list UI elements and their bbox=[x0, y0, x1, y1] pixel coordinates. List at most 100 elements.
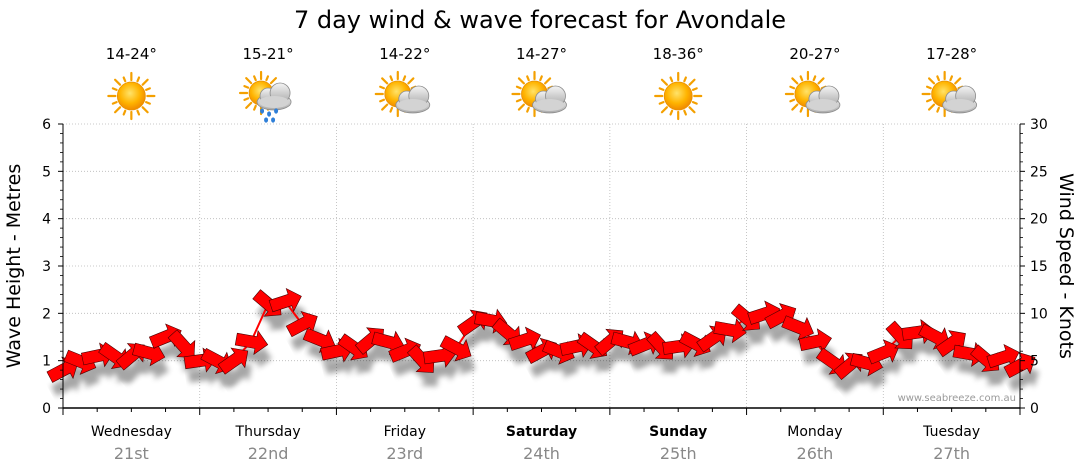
sun-ray bbox=[243, 97, 250, 101]
right-ticks: 0 5 10 15 20 25 30 bbox=[1020, 117, 1048, 417]
rain-drop bbox=[260, 108, 265, 114]
sun-ray bbox=[407, 77, 415, 85]
sun-ray bbox=[526, 75, 530, 82]
sun-ray bbox=[145, 87, 151, 91]
day-date-label: 21st bbox=[114, 444, 149, 463]
chart-title: 7 day wind & wave forecast for Avondale bbox=[294, 6, 786, 34]
sun-ray bbox=[253, 104, 257, 111]
cloud-shape bbox=[805, 85, 841, 114]
left-tick-label: 2 bbox=[42, 306, 51, 322]
wind-arrow bbox=[217, 347, 249, 375]
day-name-label: Saturday bbox=[506, 424, 577, 440]
cloud-fill bbox=[807, 99, 838, 111]
sun-ray bbox=[379, 98, 386, 103]
sun-ray bbox=[812, 75, 817, 82]
right-tick-label: 15 bbox=[1030, 259, 1048, 275]
right-tick-label: 30 bbox=[1030, 117, 1048, 133]
wind-arrow-shadow bbox=[889, 335, 917, 363]
wind-arrow-shadow bbox=[341, 347, 372, 374]
sun-ray bbox=[799, 106, 804, 113]
day-temp-range: 14-24° bbox=[106, 45, 157, 63]
sun-ray bbox=[113, 78, 122, 86]
wind-arrow bbox=[268, 287, 302, 313]
wind-arrow-shadow bbox=[136, 356, 169, 380]
weather-row: 14-24° 15-21° 14-22° 14-27° 18-36° 20-27° 17-2… bbox=[106, 45, 977, 123]
day-name-label: Friday bbox=[384, 424, 426, 440]
sun-ray bbox=[691, 87, 698, 91]
sun-ray bbox=[122, 76, 127, 83]
wind-arrow bbox=[935, 330, 966, 358]
wind-arrow-shadow bbox=[717, 332, 751, 357]
wind-arrow bbox=[1003, 351, 1036, 379]
wind-arrows bbox=[46, 287, 1036, 383]
wind-arrow bbox=[285, 310, 318, 338]
day-name-label: Monday bbox=[787, 424, 842, 440]
left-tick-label: 6 bbox=[42, 117, 51, 133]
rain-drop bbox=[274, 108, 279, 114]
day-date-label: 22nd bbox=[248, 444, 289, 463]
rain-drops bbox=[260, 108, 279, 123]
sun-ray bbox=[141, 106, 149, 114]
right-tick-label: 5 bbox=[1030, 354, 1039, 370]
day-name-label: Wednesday bbox=[91, 424, 172, 440]
sun-ray bbox=[658, 87, 665, 91]
sun-ray bbox=[517, 103, 525, 111]
sun-disc bbox=[663, 81, 693, 111]
left-axis-label: Wave Height - Metres bbox=[3, 164, 25, 368]
cloud-fill bbox=[944, 99, 975, 111]
cloud-shape bbox=[942, 85, 978, 114]
sun-ray bbox=[253, 75, 257, 82]
sun-ray bbox=[954, 77, 962, 85]
day-date-label: 24th bbox=[523, 444, 560, 463]
sun-ray bbox=[658, 101, 665, 105]
sun-ray bbox=[381, 77, 389, 85]
sun-ray bbox=[111, 101, 118, 105]
wind-arrow bbox=[866, 339, 900, 365]
day-temp-range: 14-22° bbox=[379, 45, 430, 63]
cloud-fill bbox=[397, 99, 428, 111]
sun-ray bbox=[688, 106, 696, 114]
sun-ray bbox=[245, 101, 253, 109]
wind-arrow bbox=[713, 318, 747, 344]
day-temp-range: 14-27° bbox=[516, 45, 567, 63]
sun-icon bbox=[654, 71, 703, 121]
sun-ray bbox=[791, 77, 799, 85]
sun-ray bbox=[389, 75, 394, 82]
day-temp-range: 18-36° bbox=[653, 45, 704, 63]
sun-ray bbox=[381, 103, 389, 111]
wind-arrow bbox=[234, 329, 269, 356]
rain-drop bbox=[264, 117, 269, 123]
right-tick-label: 25 bbox=[1030, 164, 1048, 180]
wind-arrow bbox=[986, 343, 1020, 369]
sun-ray bbox=[269, 77, 278, 85]
left-tick-label: 0 bbox=[42, 401, 51, 417]
sun-ray bbox=[515, 98, 522, 103]
sun-ray bbox=[660, 106, 669, 114]
sun-ray bbox=[683, 109, 687, 116]
day-temp-range: 17-28° bbox=[926, 45, 977, 63]
sun-ray bbox=[145, 101, 151, 105]
sun-ray bbox=[544, 77, 552, 85]
wind-arrow bbox=[764, 303, 797, 330]
sun-ray bbox=[389, 106, 394, 113]
day-name-label: Tuesday bbox=[922, 424, 980, 440]
sun-ray bbox=[113, 106, 122, 114]
sun-ray bbox=[927, 77, 936, 85]
sun-icon bbox=[107, 71, 156, 121]
sun-ray bbox=[799, 75, 804, 82]
right-tick-label: 10 bbox=[1030, 306, 1048, 322]
sun-ray bbox=[515, 85, 522, 90]
day-labels: Wednesday 21st Thursday 22nd Friday 23rd Satur… bbox=[62, 408, 1021, 463]
left-ticks: 0 1 2 3 4 5 6 bbox=[42, 117, 63, 417]
sun-ray bbox=[517, 77, 525, 85]
wind-arrow-shadow bbox=[222, 362, 252, 389]
sun-ray bbox=[265, 75, 270, 82]
wind-arrow-shadow bbox=[1007, 366, 1040, 392]
day-temp-range: 20-27° bbox=[789, 45, 840, 63]
sun-ray bbox=[136, 76, 141, 83]
site-credit: www.seabreeze.com.au bbox=[898, 393, 1016, 404]
wind-series bbox=[46, 287, 1040, 397]
rain-cloud-icon bbox=[238, 70, 292, 123]
sun-ray bbox=[122, 109, 127, 116]
